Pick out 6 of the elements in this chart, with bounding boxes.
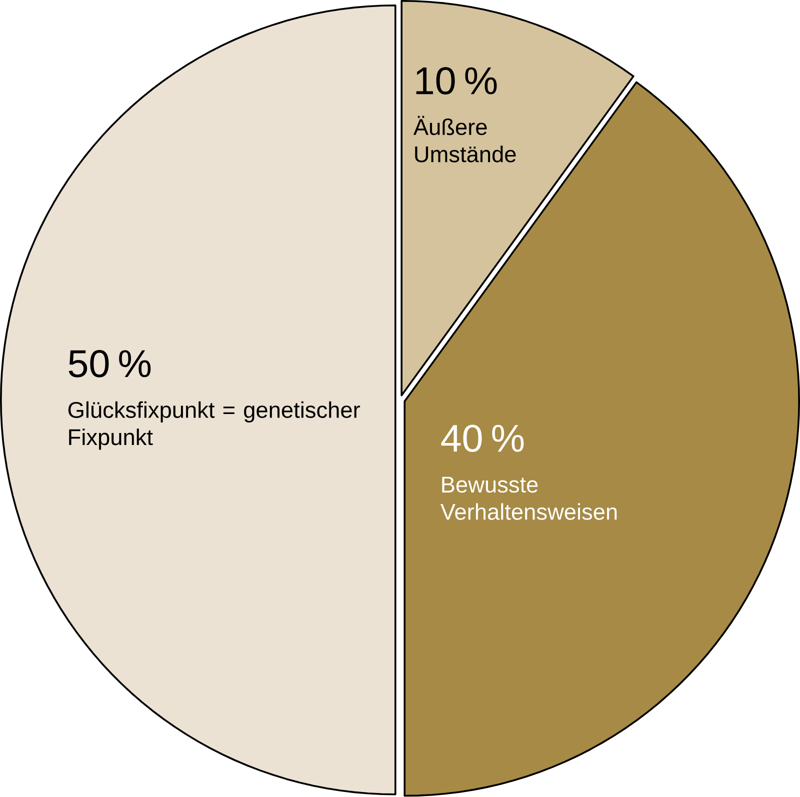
slice-label: Bewusste Verhaltensweisen [440, 476, 617, 520]
data-label: 40 % [441, 424, 524, 452]
slice-label: Glücksfixpunkt = genetischer Fixpunkt [68, 401, 360, 450]
data-label: 10 % [416, 67, 497, 95]
slice-label: Äußere Umstände [413, 116, 516, 162]
data-label: 50 % [68, 350, 151, 378]
